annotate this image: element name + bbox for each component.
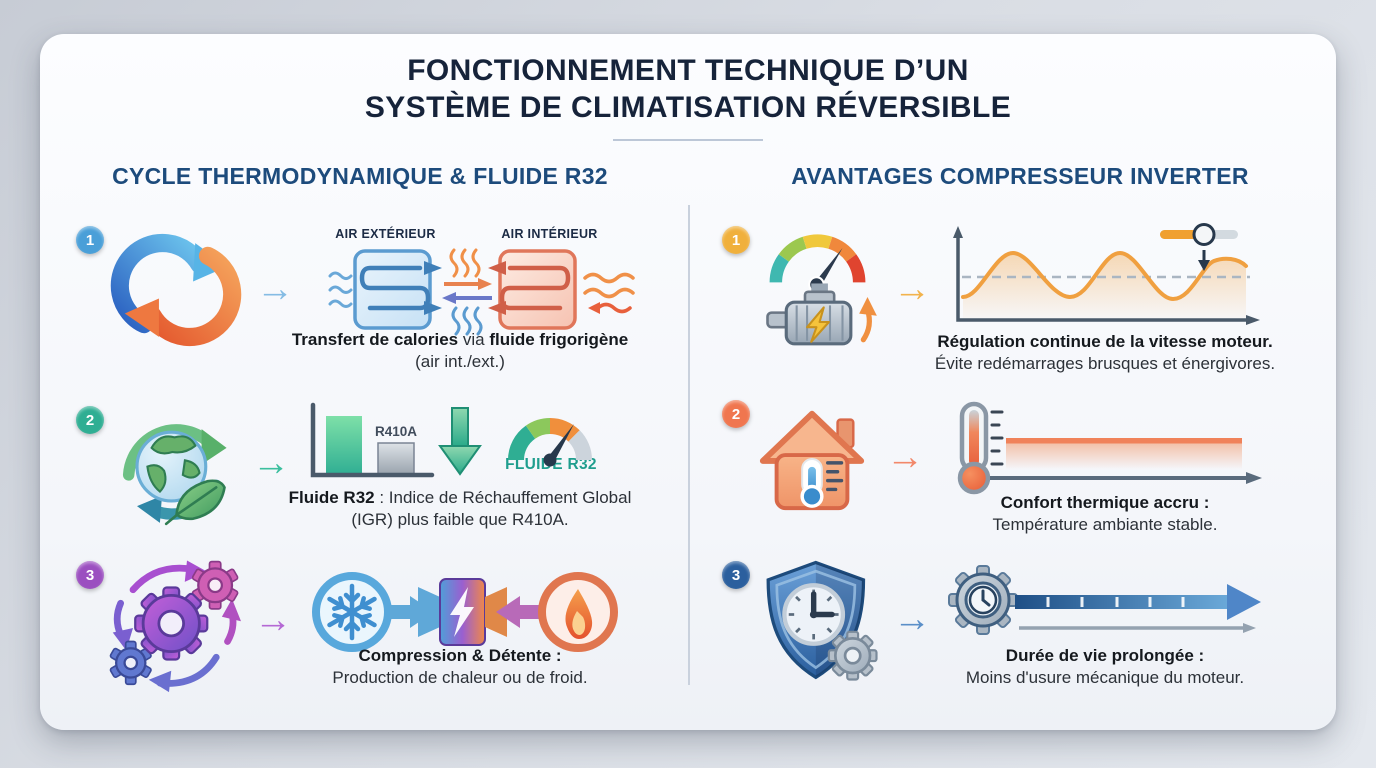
step-badge-right-2: 2: [722, 400, 750, 428]
arrow-right-icon: →: [893, 268, 931, 310]
caption-left-1: Transfert de calories via fluide frigori…: [240, 329, 680, 372]
caption-text: Compression & Détente :: [358, 646, 562, 665]
step-badge-left-3: 3: [76, 561, 104, 589]
caption-line2: Température ambiante stable.: [992, 514, 1218, 534]
speed-regulation-diagram: [953, 223, 1260, 325]
r410a-label: R410A: [374, 424, 418, 439]
caption-line2: (air int./ext.): [415, 351, 505, 371]
small-gear-top: [191, 560, 239, 610]
air-interieur-label: AIR INTÉRIEUR: [501, 227, 598, 241]
gear-clock-icon: [948, 565, 1018, 635]
caption-line1: Fluide R32 : Indice de Réchauffement Glo…: [240, 487, 680, 509]
arrow-right-icon: →: [886, 436, 924, 478]
caption-text: fluide frigorigène: [489, 330, 629, 349]
globe-leaf-icon: [122, 424, 227, 526]
step-badge-left-2: 2: [76, 406, 104, 434]
step-badge-right-1: 1: [722, 226, 750, 254]
caption-right-2: Confort thermique accru : Température am…: [880, 492, 1330, 535]
arrow-right-icon: →: [893, 598, 931, 640]
arrow-right-icon: →: [254, 599, 292, 641]
caption-text: Régulation continue de la vitesse moteur…: [937, 332, 1273, 351]
gwp-comparison-diagram: [310, 402, 592, 478]
caption-text: Fluide R32: [288, 488, 375, 507]
compression-detente-diagram: [312, 572, 618, 652]
caption-text: Durée de vie prolongée :: [1005, 646, 1205, 665]
caption-right-1: Régulation continue de la vitesse moteur…: [880, 331, 1330, 374]
caption-line1: Compression & Détente :: [240, 645, 680, 667]
gears-cycle-icon: [109, 560, 241, 693]
caption-line1: Confort thermique accru :: [880, 492, 1330, 514]
right-column-header: AVANTAGES COMPRESSEUR INVERTER: [791, 163, 1249, 189]
title-line1: FONCTIONNEMENT TECHNIQUE D’UN: [407, 54, 969, 87]
shield-clock-gear-icon: [766, 560, 878, 681]
caption-text: Transfert de calories: [291, 330, 459, 349]
house-thermometer-icon: [759, 410, 865, 511]
heat-exchange-diagram: [328, 248, 635, 336]
title-underline: [613, 139, 763, 141]
arrow-right-icon: →: [256, 268, 294, 310]
arrow-right-icon: →: [252, 442, 290, 484]
caption-left-3: Compression & Détente : Production de ch…: [240, 645, 680, 688]
caption-line2: (IGR) plus faible que R410A.: [351, 509, 569, 529]
caption-line1: Durée de vie prolongée :: [880, 645, 1330, 667]
caption-line1: Régulation continue de la vitesse moteur…: [880, 331, 1330, 353]
caption-line1: Transfert de calories via fluide frigori…: [240, 329, 680, 351]
caption-line2: Moins d'usure mécanique du moteur.: [965, 667, 1245, 687]
column-divider: [688, 205, 690, 685]
step-badge-right-3: 3: [722, 561, 750, 589]
page-title: FONCTIONNEMENT TECHNIQUE D’UN SYSTÈME DE…: [0, 52, 1376, 126]
caption-line2: Production de chaleur ou de froid.: [332, 667, 588, 687]
small-gear-bottom: [109, 640, 152, 686]
caption-left-2: Fluide R32 : Indice de Réchauffement Glo…: [240, 487, 680, 530]
lifespan-timeline-diagram: [948, 565, 1261, 635]
air-exterieur-label: AIR EXTÉRIEUR: [335, 227, 436, 241]
main-gear: [134, 586, 209, 661]
cycle-arrows-icon: [110, 234, 242, 346]
step-badge-left-1: 1: [76, 226, 104, 254]
caption-line2: Évite redémarrages brusques et énergivor…: [934, 353, 1276, 373]
title-line2: SYSTÈME DE CLIMATISATION RÉVERSIBLE: [364, 91, 1012, 124]
left-column-header: CYCLE THERMODYNAMIQUE & FLUIDE R32: [112, 163, 608, 189]
caption-right-3: Durée de vie prolongée : Moins d'usure m…: [880, 645, 1330, 688]
speed-slider[interactable]: [1160, 223, 1238, 246]
stable-temperature-diagram: [957, 401, 1262, 495]
gear-icon: [827, 630, 878, 681]
caption-text: : Indice de Réchauffement Global: [374, 488, 632, 507]
gauge-motor-icon: [766, 234, 877, 346]
snowflake-icon: [327, 583, 377, 641]
caption-text: via: [458, 330, 490, 349]
caption-text: Confort thermique accru :: [1000, 493, 1210, 512]
